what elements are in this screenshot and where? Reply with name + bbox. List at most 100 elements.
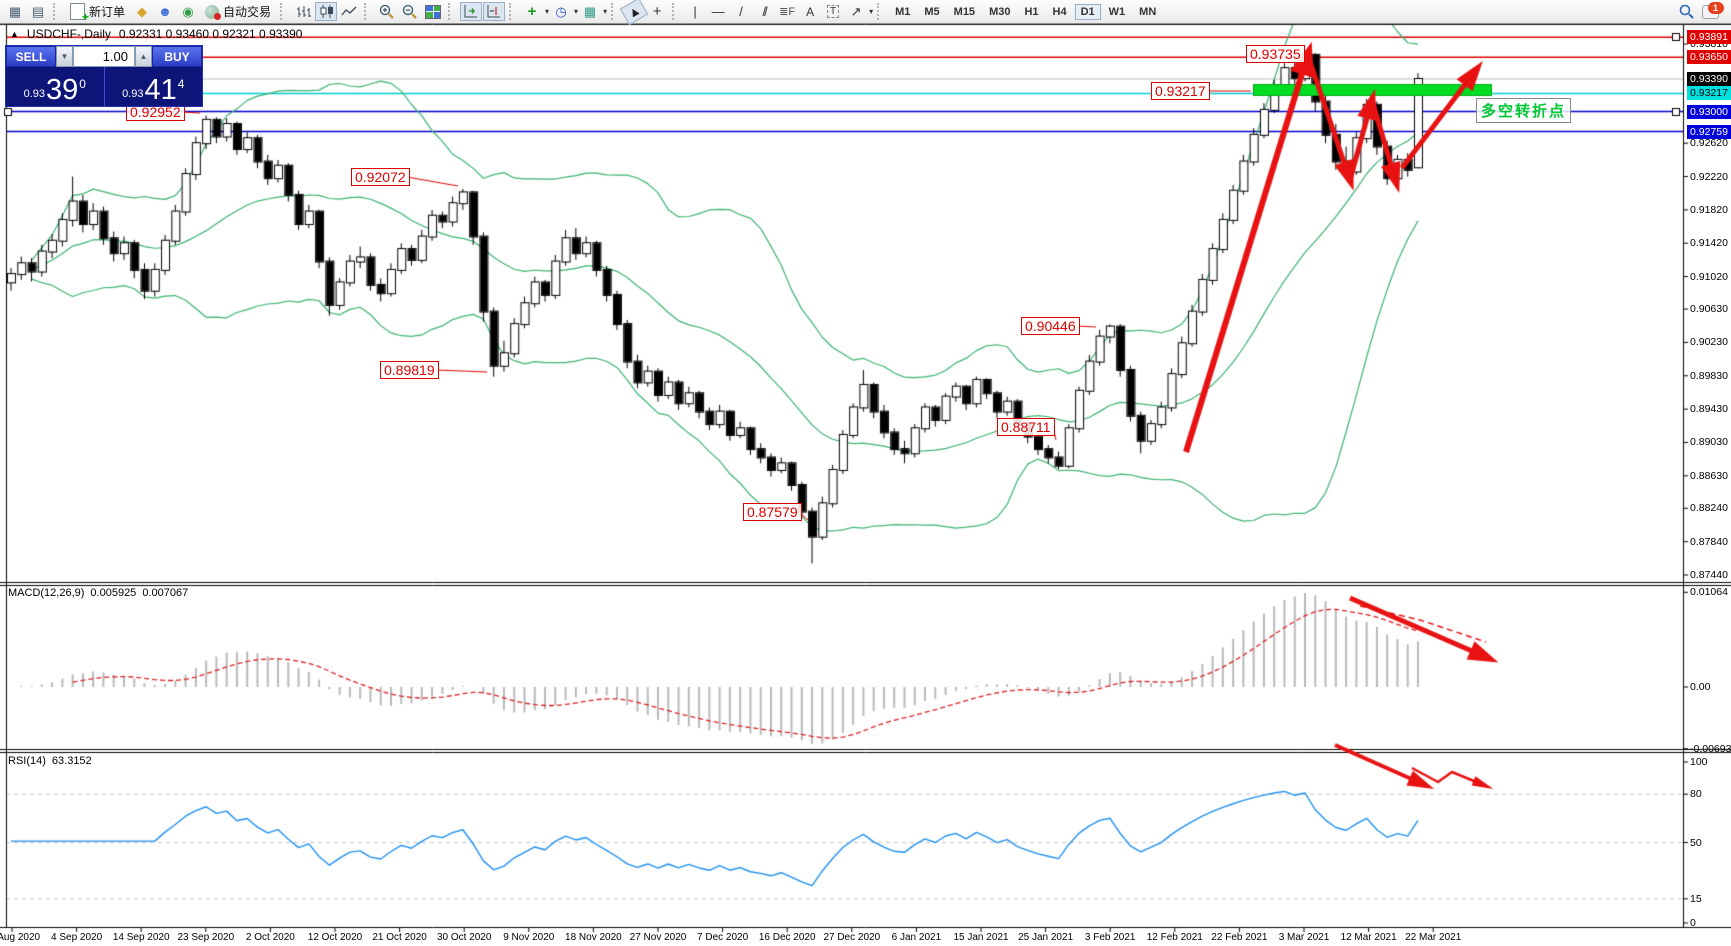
horizontal-line-icon[interactable]: — bbox=[711, 4, 725, 19]
price-annotation-label[interactable]: 0.93735 bbox=[1246, 45, 1305, 63]
sell-button[interactable]: SELL bbox=[6, 46, 56, 67]
toolbar-separator bbox=[611, 3, 619, 20]
auto-trading-icon bbox=[205, 4, 222, 20]
trendline-icon[interactable]: / bbox=[739, 4, 743, 19]
vertical-line-icon[interactable]: | bbox=[693, 4, 697, 19]
indicators-dropdown-icon[interactable]: ▾ bbox=[545, 7, 550, 16]
tile-windows-icon[interactable] bbox=[422, 2, 444, 21]
chart-title: ▲ USDCHF-,Daily 0.92331 0.93460 0.92321 … bbox=[10, 27, 302, 41]
buy-price-prefix: 0.93 bbox=[122, 88, 144, 100]
notifications-icon[interactable]: 1 bbox=[1699, 1, 1724, 21]
timeframe-w1[interactable]: W1 bbox=[1108, 5, 1126, 18]
date-label: 25 Jan 2021 bbox=[1018, 932, 1074, 943]
zoom-out-icon[interactable] bbox=[399, 2, 421, 21]
text-icon[interactable]: A bbox=[806, 4, 815, 19]
price-line-badge: 0.93891 bbox=[1687, 30, 1731, 45]
sell-price-prefix: 0.93 bbox=[23, 88, 45, 100]
timeframe-h4[interactable]: H4 bbox=[1052, 5, 1067, 18]
turning-point-note[interactable]: 多空转折点 bbox=[1476, 98, 1572, 123]
sell-price[interactable]: 0.93 39 0 bbox=[6, 67, 104, 106]
volume-decrease-button[interactable]: ▼ bbox=[56, 46, 73, 67]
date-label: 6 Jan 2021 bbox=[891, 932, 942, 943]
date-label: 3 Mar 2021 bbox=[1278, 932, 1330, 943]
price-line-badge: 0.93000 bbox=[1687, 104, 1731, 119]
toolbar-separator bbox=[280, 3, 288, 20]
timeframe-mn[interactable]: MN bbox=[1139, 5, 1157, 18]
auto-trading-button[interactable]: 自动交易 bbox=[200, 2, 276, 21]
crosshair-icon[interactable]: + bbox=[652, 3, 662, 20]
volume-increase-button[interactable]: ▲ bbox=[135, 46, 152, 67]
date-label: 22 Feb 2021 bbox=[1211, 932, 1268, 943]
date-label: 9 Nov 2020 bbox=[503, 932, 555, 943]
cursor-icon[interactable]: ▲ bbox=[619, 0, 649, 26]
timeframe-m30[interactable]: M30 bbox=[989, 5, 1011, 18]
arrows-dropdown-icon[interactable]: ▾ bbox=[869, 7, 874, 16]
indicators-icon[interactable]: + bbox=[527, 3, 537, 20]
chart-profiles-icon[interactable]: ▤ bbox=[31, 3, 45, 19]
new-order-button[interactable]: 新订单 bbox=[65, 2, 130, 24]
expert-advisors-icon[interactable]: ☻ bbox=[158, 4, 172, 19]
date-label: 30 Oct 2020 bbox=[436, 932, 492, 943]
collapse-triangle-icon[interactable]: ▲ bbox=[10, 29, 19, 39]
rsi-scale-label: 0 bbox=[1690, 917, 1696, 929]
date-label: 2 Oct 2020 bbox=[245, 932, 295, 943]
macd-scale-label: 0.01064 bbox=[1690, 586, 1728, 599]
buy-price[interactable]: 0.93 41 4 bbox=[103, 67, 203, 106]
toolbar-separator bbox=[364, 3, 372, 20]
new-order-icon bbox=[70, 3, 89, 24]
chart-ohlc-values: 0.92331 0.93460 0.92321 0.93390 bbox=[118, 27, 303, 41]
buy-price-pips: 41 bbox=[144, 74, 177, 106]
price-annotation-label[interactable]: 0.87579 bbox=[743, 503, 802, 521]
price-annotation-label[interactable]: 0.93217 bbox=[1151, 82, 1210, 100]
sell-price-pips: 39 bbox=[45, 74, 79, 106]
notification-badge: 1 bbox=[1707, 1, 1724, 14]
new-chart-icon[interactable]: ▦ bbox=[8, 3, 22, 19]
timeframe-h1[interactable]: H1 bbox=[1024, 5, 1039, 18]
arrows-icon[interactable]: ↗ bbox=[850, 3, 862, 19]
price-tick-label: 0.91020 bbox=[1690, 270, 1728, 283]
candlestick-chart-icon[interactable] bbox=[315, 2, 338, 21]
toolbar: ▦ ▤ 新订单 ◆ ☻ ◉ 自动交易 bbox=[0, 0, 1731, 26]
buy-button[interactable]: BUY bbox=[152, 46, 202, 67]
buy-price-point: 4 bbox=[177, 77, 185, 91]
rsi-scale-label: 80 bbox=[1690, 788, 1702, 801]
gold-symbol-icon[interactable]: ◆ bbox=[137, 3, 148, 19]
price-tick-label: 0.91420 bbox=[1690, 237, 1728, 250]
price-annotation-label[interactable]: 0.88711 bbox=[997, 418, 1055, 436]
timeframe-d1[interactable]: D1 bbox=[1074, 3, 1101, 20]
date-label: 14 Sep 2020 bbox=[112, 932, 170, 943]
templates-icon[interactable]: ▦ bbox=[583, 3, 597, 19]
channel-icon[interactable]: // bbox=[762, 4, 767, 19]
fibonacci-icon[interactable]: ≣F bbox=[779, 6, 796, 18]
price-annotation-label[interactable]: 0.90446 bbox=[1021, 317, 1080, 335]
line-chart-icon[interactable] bbox=[338, 2, 360, 21]
price-tick-label: 0.92220 bbox=[1690, 170, 1728, 183]
timeframe-m1[interactable]: M1 bbox=[895, 5, 911, 18]
timeframe-group: M1 M5 M15 M30 H1 H4 D1 W1 MN bbox=[889, 3, 1162, 20]
price-line-badge: 0.93650 bbox=[1687, 50, 1731, 65]
macd-name: MACD(12,26,9) bbox=[8, 587, 85, 599]
chart-symbol-period: USDCHF-,Daily bbox=[26, 27, 111, 41]
text-label-icon[interactable]: T bbox=[822, 2, 844, 21]
search-icon[interactable] bbox=[1676, 2, 1698, 21]
price-annotation-label[interactable]: 0.89819 bbox=[380, 361, 439, 379]
bar-chart-icon[interactable] bbox=[292, 2, 314, 21]
timeframe-m15[interactable]: M15 bbox=[953, 5, 976, 18]
price-tick-label: 0.89030 bbox=[1690, 436, 1728, 449]
volume-input[interactable]: 1.00 bbox=[73, 46, 135, 67]
timeframe-m5[interactable]: M5 bbox=[924, 5, 940, 18]
date-label: 18 Nov 2020 bbox=[565, 932, 622, 943]
chart-shift-icon[interactable] bbox=[483, 2, 506, 21]
zoom-in-icon[interactable] bbox=[376, 2, 398, 21]
periods-clock-icon[interactable]: ◷ bbox=[555, 3, 567, 19]
date-label: 23 Sep 2020 bbox=[177, 932, 235, 943]
date-label: 12 Oct 2020 bbox=[307, 932, 363, 943]
rsi-scale-label: 15 bbox=[1690, 892, 1702, 905]
templates-dropdown-icon[interactable]: ▾ bbox=[603, 7, 608, 16]
price-tick-label: 0.87840 bbox=[1690, 535, 1728, 548]
periods-dropdown-icon[interactable]: ▾ bbox=[574, 7, 579, 16]
signals-icon[interactable]: ◉ bbox=[182, 3, 194, 19]
price-annotation-label[interactable]: 0.92072 bbox=[351, 168, 410, 186]
auto-scroll-icon[interactable] bbox=[460, 2, 483, 21]
